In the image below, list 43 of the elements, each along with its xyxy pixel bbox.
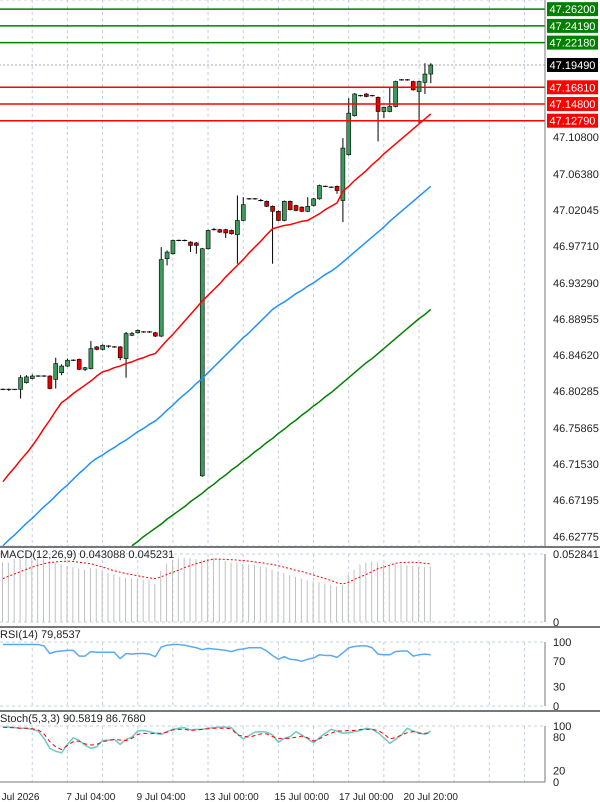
x-tick-label: Jul 2026: [2, 792, 40, 802]
y-tick-label: 47.02045: [553, 205, 599, 218]
chart-title: MACD(12,26,9) 0.043088 0.045231: [0, 549, 174, 561]
y-tick-label: 46.93290: [553, 278, 599, 290]
ref-line-label: 47.12790: [550, 116, 596, 128]
line-series: [2, 186, 432, 546]
y-tick-label: 47.10800: [553, 132, 599, 144]
x-tick-label: 15 Jul 00:00: [274, 792, 330, 802]
x-tick-label: 17 Jul 00:00: [339, 792, 394, 802]
chart-title: Stoch(5,3,3) 90.5819 86.7680: [0, 713, 146, 725]
ref-line-label: 47.19490: [550, 60, 596, 72]
y-tick-label: 46.80285: [553, 386, 599, 398]
y-tick-label: 46.71530: [553, 458, 599, 471]
y-tick-label: 30: [553, 682, 566, 694]
y-tick-label: 46.88955: [553, 314, 599, 326]
y-tick-label: 0: [553, 616, 560, 629]
chart-title: RSI(14) 79,8537: [0, 629, 81, 641]
line-series: [131, 308, 432, 546]
y-tick-label: 0: [553, 700, 560, 713]
line-series: [2, 558, 432, 584]
y-tick-label: 0.052841: [553, 548, 599, 561]
ref-line-label: 47.24190: [550, 20, 596, 33]
y-tick-label: 46.67195: [553, 494, 599, 507]
y-tick-label: 100: [553, 636, 572, 649]
ref-line-label: 47.14800: [550, 98, 596, 111]
x-tick-label: 9 Jul 04:00: [136, 792, 186, 802]
ref-line-label: 47.16810: [550, 82, 596, 94]
y-tick-label: 46.84620: [553, 350, 599, 362]
line-series: [2, 644, 432, 662]
y-tick-label: 46.75865: [553, 422, 599, 435]
y-tick-label: 46.97710: [553, 241, 599, 254]
ref-line-label: 47.22180: [550, 38, 596, 50]
x-tick-label: 20 Jul 20:00: [403, 792, 458, 802]
ref-line-label: 47.26200: [550, 4, 596, 16]
x-tick-label: 13 Jul 00:00: [204, 792, 260, 802]
y-tick-label: 46.62775: [553, 532, 599, 544]
y-tick-label: 80: [553, 732, 566, 744]
y-tick-label: 100: [553, 720, 572, 733]
y-tick-label: 70: [553, 656, 566, 668]
y-tick-label: 47.06380: [553, 168, 599, 181]
x-tick-label: 7 Jul 04:00: [66, 792, 116, 802]
y-tick-label: 20: [553, 766, 566, 778]
y-tick-label: 0: [553, 776, 560, 789]
